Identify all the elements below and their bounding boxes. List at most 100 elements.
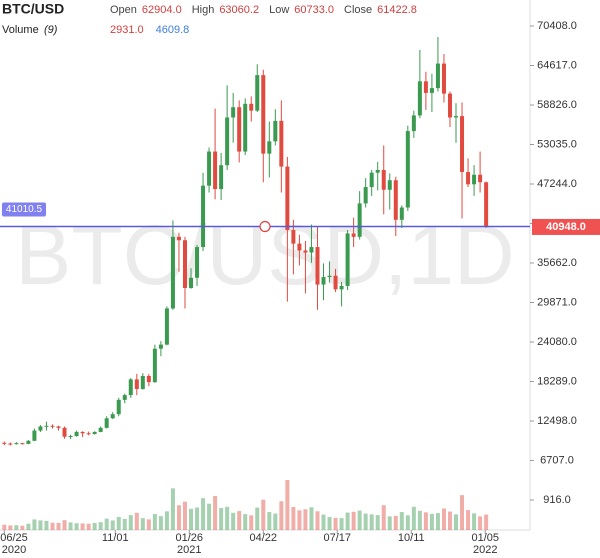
- volume-bar: [195, 507, 200, 530]
- volume-bar: [381, 505, 386, 530]
- volume-bar: [297, 510, 302, 530]
- candle-body: [170, 236, 175, 309]
- volume-bar: [454, 514, 459, 530]
- y-tick-label: 18289.0: [537, 375, 577, 387]
- candle-body: [74, 431, 79, 437]
- candle-body: [110, 414, 115, 419]
- volume-bar: [44, 520, 49, 530]
- candle-body: [80, 431, 85, 434]
- volume-bar: [8, 525, 13, 530]
- volume-bar: [140, 518, 145, 530]
- volume-bar: [393, 515, 398, 530]
- candle-body: [104, 418, 109, 428]
- candle-body: [219, 165, 224, 190]
- volume-bar: [26, 523, 31, 530]
- x-tick-label: 11/01: [102, 532, 129, 544]
- candle-body: [297, 243, 302, 251]
- x-tick-label: 04/22: [250, 532, 278, 544]
- candle-body: [56, 426, 61, 428]
- candle-body: [466, 172, 471, 185]
- candle-body: [345, 233, 350, 286]
- candle-body: [285, 166, 290, 231]
- candle-body: [62, 427, 67, 437]
- volume-bar: [309, 507, 314, 530]
- candle-body: [279, 120, 284, 167]
- candle-body: [201, 185, 206, 248]
- candle-body: [2, 442, 7, 444]
- volume-bar: [152, 514, 157, 530]
- candle-body: [26, 440, 31, 444]
- candle-body: [225, 117, 230, 166]
- legend-name: High: [192, 4, 215, 16]
- volume-bar: [405, 515, 410, 530]
- volume-bar: [182, 501, 187, 530]
- x-tick-sublabel: 2020: [2, 544, 26, 556]
- candle-body: [478, 174, 483, 183]
- volume-bar: [201, 498, 206, 530]
- candle-body: [429, 88, 434, 93]
- candle-body: [484, 182, 489, 227]
- candle-body: [189, 277, 194, 288]
- candle-body: [472, 174, 477, 185]
- candle-body: [447, 93, 452, 118]
- y-tick-label: 47244.0: [537, 178, 577, 190]
- volume-bar: [164, 511, 169, 530]
- volume-bar: [2, 524, 7, 530]
- volume-bar: [207, 503, 212, 530]
- volume-bar: [20, 525, 25, 530]
- y-tick-label: 24080.0: [537, 336, 577, 348]
- volume-bar: [219, 508, 224, 530]
- volume-bar: [375, 515, 380, 530]
- volume-bar: [333, 517, 338, 530]
- candle-body: [134, 379, 139, 389]
- candle-body: [273, 120, 278, 142]
- candle-body: [267, 141, 272, 154]
- volume-bar: [411, 506, 416, 530]
- volume-bar: [68, 522, 73, 530]
- y-tick-label: 53035.0: [537, 138, 577, 150]
- candle-body: [393, 180, 398, 220]
- candle-body: [140, 375, 145, 389]
- volume-bar: [170, 488, 175, 530]
- x-tick-label: 01/26: [176, 532, 204, 544]
- candle-body: [405, 131, 410, 208]
- candle-body: [357, 203, 362, 237]
- candle-body: [32, 430, 37, 441]
- volume-bar: [399, 512, 404, 530]
- volume-bar: [339, 518, 344, 530]
- price-label: 40948.0: [546, 221, 586, 233]
- volume-bar: [50, 522, 55, 530]
- candle-body: [128, 379, 133, 396]
- candle-body: [213, 151, 218, 190]
- volume-bar: [249, 515, 254, 530]
- volume-bar: [345, 512, 350, 530]
- candle-body: [387, 180, 392, 190]
- volume-bar: [435, 513, 440, 530]
- volume-bar: [478, 516, 483, 530]
- chart-title: BTC/USD: [2, 1, 64, 17]
- volume-bar: [213, 495, 218, 530]
- hline-label-bg: [2, 202, 46, 217]
- candle-body: [176, 236, 181, 241]
- candle-body: [68, 436, 73, 438]
- volume-bar: [417, 510, 422, 530]
- volume-bar: [189, 508, 194, 530]
- volume-bar: [291, 507, 296, 530]
- volume-bar: [14, 525, 19, 530]
- volume-bar: [369, 514, 374, 530]
- candle-body: [261, 75, 266, 154]
- candle-body: [423, 81, 428, 93]
- legend-value: 61422.8: [377, 4, 417, 16]
- volume-bar: [273, 513, 278, 530]
- volume-param: (9): [44, 24, 58, 36]
- volume-bar: [38, 520, 43, 530]
- volume-bar: [357, 510, 362, 530]
- x-tick-label: 07/17: [324, 532, 352, 544]
- volume-bar: [32, 519, 37, 530]
- volume-bar: [146, 519, 151, 530]
- volume-bar: [74, 523, 79, 530]
- x-tick-label: 06/25: [0, 532, 28, 544]
- candle-body: [315, 247, 320, 285]
- volume-bar: [447, 511, 452, 530]
- candle-body: [207, 151, 212, 186]
